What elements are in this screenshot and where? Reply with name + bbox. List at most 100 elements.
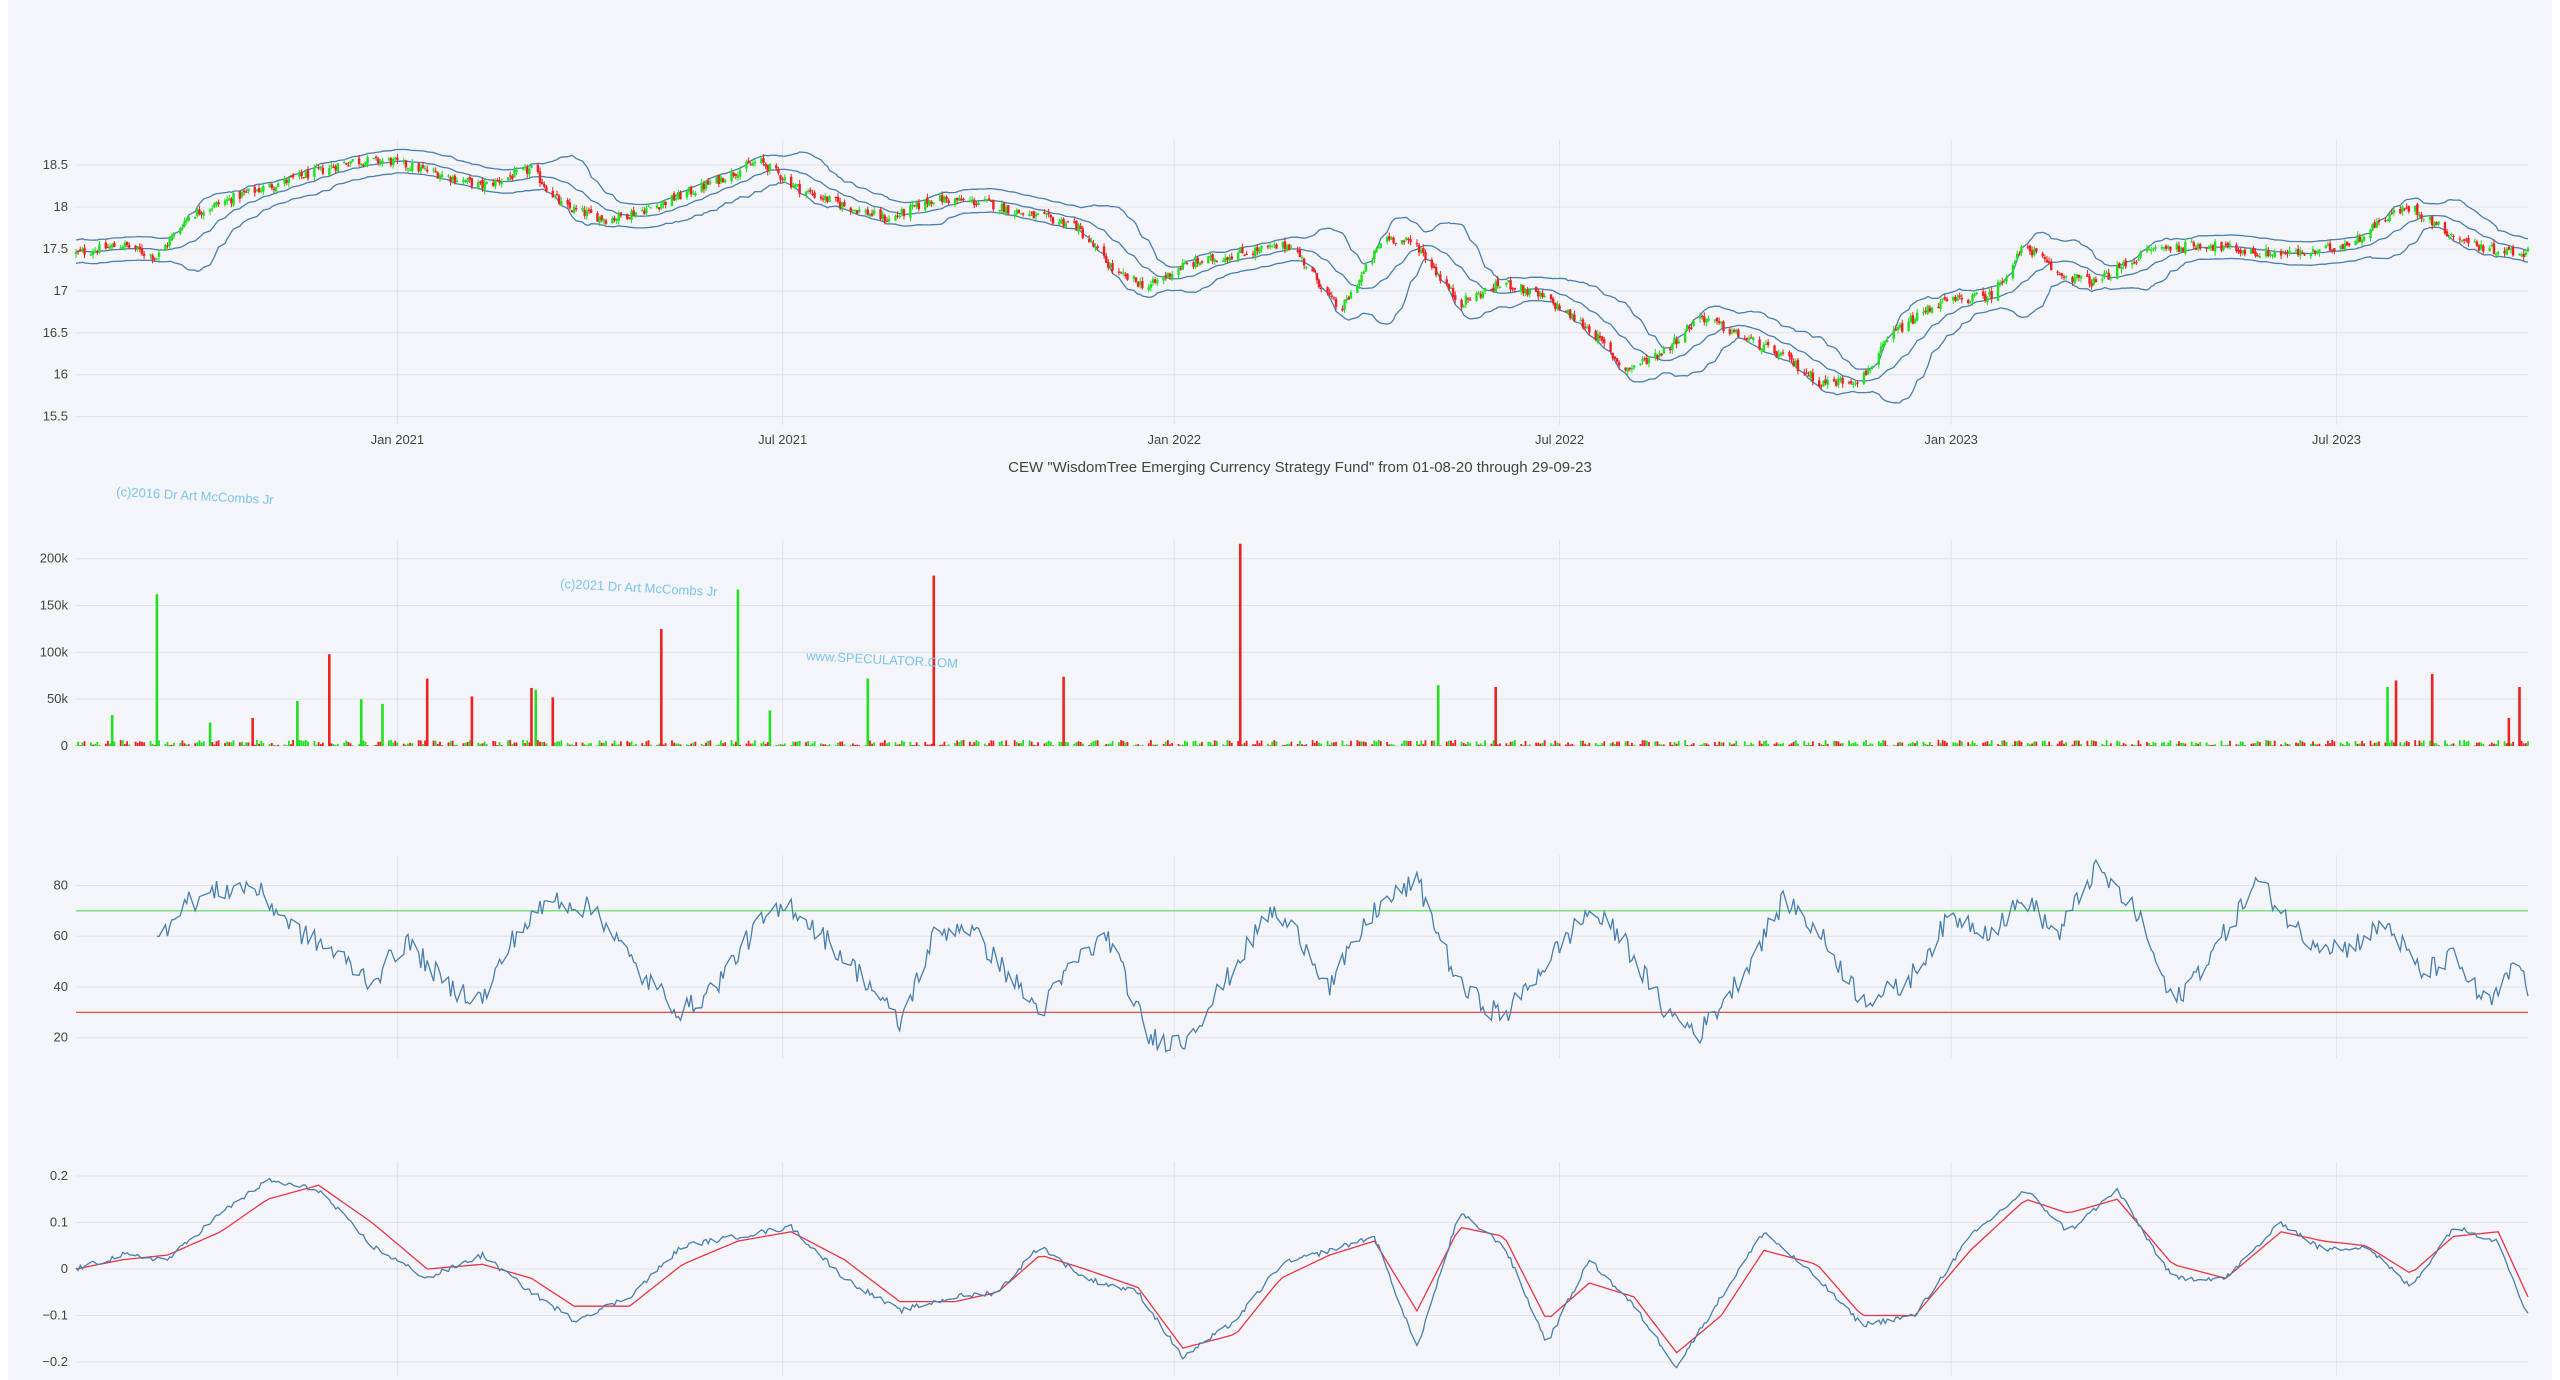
y-tick-label: 100k — [40, 644, 69, 659]
volume-spike-bar — [530, 687, 533, 746]
chart-title: CEW "WisdomTree Emerging Currency Strate… — [1008, 459, 1592, 476]
volume-bar — [2437, 745, 2440, 746]
volume-bar — [1290, 741, 1293, 746]
candle-body — [1952, 296, 1955, 301]
volume-bar — [2029, 744, 2031, 746]
candle-body — [1034, 213, 1038, 217]
volume-bar — [2199, 741, 2202, 746]
volume-bar — [2273, 740, 2276, 746]
candle-body — [985, 199, 989, 201]
volume-bar — [1179, 745, 1182, 746]
candle-body — [2120, 266, 2123, 270]
volume-bar — [2092, 740, 2095, 746]
candle-body — [1673, 337, 1676, 344]
candle-body — [813, 192, 816, 198]
candle-body — [932, 202, 935, 204]
volume-bar — [2137, 740, 2140, 746]
volume-bar — [1032, 744, 1035, 746]
volume-bar — [724, 742, 727, 746]
candle-body — [617, 212, 620, 221]
candle-body — [1415, 243, 1419, 245]
volume-bar — [2452, 743, 2455, 746]
volume-bar — [1420, 740, 1423, 746]
candle-body — [302, 177, 305, 179]
volume-bar — [1788, 744, 1791, 746]
candle-body — [1437, 273, 1440, 276]
candle-body — [836, 196, 840, 202]
candle-body — [1273, 244, 1276, 246]
candle-body — [721, 178, 725, 183]
volume-bar — [302, 740, 305, 746]
candle-body — [304, 171, 308, 178]
volume-bar — [2295, 742, 2297, 746]
candle-body — [730, 171, 733, 182]
bollinger-middle-line — [75, 160, 2529, 382]
candle-body — [1066, 221, 1070, 223]
volume-bar — [1594, 743, 1597, 746]
candle-body — [2362, 236, 2366, 241]
candle-body — [777, 168, 780, 174]
candle-body — [1628, 367, 1631, 370]
volume-bar — [1447, 740, 1450, 746]
candle-body — [2258, 256, 2262, 259]
volume-bar — [1379, 741, 1382, 746]
volume-bar — [998, 741, 1001, 746]
candle-body — [917, 202, 921, 210]
candle-body — [596, 213, 599, 222]
volume-bar — [2109, 743, 2112, 746]
candle-body — [2354, 240, 2357, 246]
volume-bar — [960, 740, 963, 746]
volume-bar — [343, 742, 346, 746]
candle-body — [113, 242, 116, 248]
volume-bar — [792, 741, 795, 746]
candle-body — [1149, 284, 1153, 288]
candle-body — [1407, 238, 1410, 241]
candle-body — [2467, 237, 2470, 244]
volume-bar — [975, 740, 978, 746]
volume-bar — [1824, 740, 1827, 746]
volume-bar — [913, 745, 916, 746]
candle-body — [1998, 282, 2002, 284]
candle-body — [2150, 249, 2153, 251]
volume-bar — [2133, 744, 2136, 746]
volume-bar — [2375, 742, 2378, 746]
volume-bar — [783, 743, 786, 746]
volume-bar — [1482, 745, 1484, 746]
volume-bar — [1475, 741, 1478, 746]
candle-body — [2135, 262, 2138, 264]
candle-body — [485, 181, 488, 184]
candle-body — [2184, 241, 2187, 254]
volume-bar — [107, 740, 109, 746]
volume-bar — [2405, 740, 2408, 746]
candle-body — [1728, 329, 1732, 334]
volume-bar — [1520, 744, 1523, 746]
volume-bar — [2444, 740, 2446, 746]
candle-body — [1073, 221, 1076, 223]
volume-spike-bar — [425, 678, 429, 746]
candle-body — [679, 192, 682, 200]
volume-bar — [349, 743, 352, 746]
volume-bar — [1762, 741, 1765, 746]
candle-body — [2448, 236, 2451, 238]
candle-body — [2390, 212, 2393, 214]
volume-bar — [1928, 742, 1931, 746]
volume-bar — [2505, 743, 2508, 746]
volume-bar — [1196, 745, 1199, 746]
volume-bar — [1588, 742, 1591, 746]
candle-body — [253, 187, 256, 193]
candle-body — [2418, 214, 2421, 217]
candle-body — [419, 166, 423, 172]
candle-body — [215, 201, 218, 206]
volume-spike-bar — [2507, 717, 2511, 746]
candle-body — [1534, 286, 1538, 292]
candle-body — [232, 193, 235, 206]
volume-bar — [573, 745, 575, 746]
rsi-panel — [76, 858, 2529, 1053]
candle-body — [298, 172, 301, 177]
candle-body — [1703, 316, 1706, 323]
candle-body — [1839, 378, 1842, 380]
candle-body — [574, 208, 578, 210]
candle-body — [1109, 264, 1112, 268]
candle-body — [2294, 250, 2298, 252]
candle-body — [2443, 222, 2447, 234]
